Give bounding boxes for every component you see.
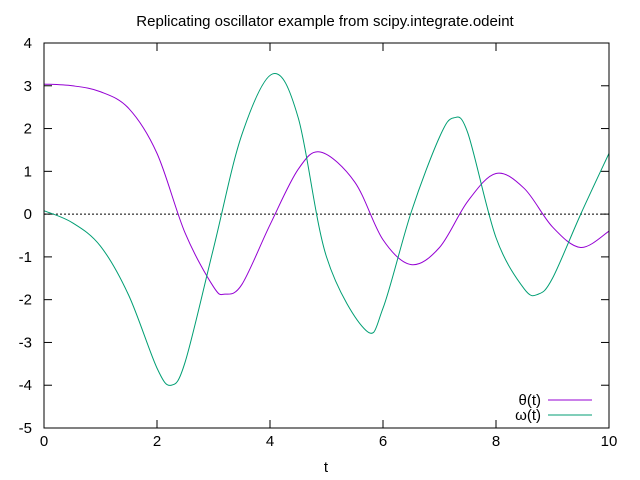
x-tick-label: 8 [492,433,500,450]
chart-title: Replicating oscillator example from scip… [136,13,514,30]
omega-series-line [43,73,610,386]
y-tick-label: 0 [24,206,32,223]
y-tick-label: -1 [19,249,32,266]
y-tick-label: -2 [19,292,32,309]
x-axis-label: t [324,459,329,476]
x-tick-label: 6 [379,433,387,450]
legend-label: ω(t) [515,407,541,424]
x-tick-label: 4 [266,433,274,450]
x-tick-label: 10 [601,433,618,450]
y-tick-label: 4 [24,35,32,52]
y-tick-label: -5 [19,420,32,437]
legend-label: θ(t) [519,392,542,409]
axis-ticks: 0 2 4 6 8 10 -5 -4 -3 -2 -1 0 1 2 3 4 [19,35,618,450]
theta-series-line [43,83,610,296]
y-tick-label: 1 [24,163,32,180]
x-tick-label: 0 [40,433,48,450]
y-tick-label: -3 [19,334,32,351]
x-tick-label: 2 [153,433,161,450]
y-tick-label: -4 [19,377,32,394]
y-tick-label: 2 [24,121,32,138]
legend: θ(t)ω(t) [515,392,592,424]
series-group [43,73,610,386]
plot-frame [43,42,610,429]
y-tick-label: 3 [24,78,32,95]
